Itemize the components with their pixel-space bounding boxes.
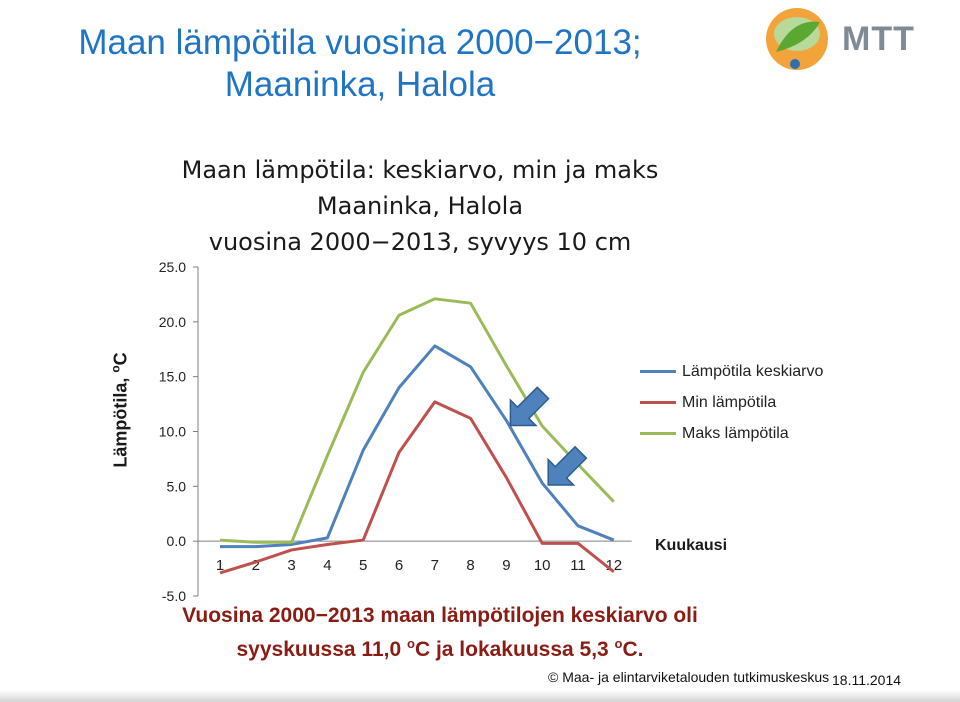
- legend-label-keskiarvo: Lämpötila keskiarvo: [682, 362, 824, 380]
- bottom-band: [0, 690, 960, 702]
- legend-swatch-min: [640, 401, 676, 404]
- legend-label-maks: Maks lämpötila: [682, 424, 789, 442]
- x-tick-label: 11: [570, 557, 586, 574]
- x-tick-label: 1: [216, 557, 224, 574]
- y-tick-label: 25.0: [159, 259, 186, 275]
- chart-title-line3: vuosina 2000−2013, syvyys 10 cm: [208, 228, 632, 256]
- series-line-2: [219, 400, 615, 575]
- legend-swatch-maks: [640, 432, 676, 435]
- x-tick-label: 6: [395, 557, 403, 574]
- x-tick-label: 10: [534, 557, 551, 574]
- chart-title: Maan lämpötila: keskiarvo, min ja maks M…: [160, 152, 680, 260]
- legend-item-maks: Maks lämpötila: [640, 418, 823, 449]
- y-tick-label: 10.0: [159, 424, 186, 440]
- legend: Lämpötila keskiarvo Min lämpötila Maks l…: [640, 356, 823, 449]
- x-tick-label: 7: [431, 557, 439, 574]
- slide-title: Maan lämpötila vuosina 2000−2013; Maanin…: [0, 22, 720, 106]
- x-tick-label: 9: [502, 557, 510, 574]
- legend-swatch-keskiarvo: [640, 370, 676, 373]
- chart-title-line1: Maan lämpötila: keskiarvo, min ja maks: [181, 156, 659, 184]
- logo-text: MTT: [842, 20, 915, 58]
- logo-leaf: [776, 21, 820, 52]
- legend-item-min: Min lämpötila: [640, 387, 823, 418]
- series-lines: [219, 297, 615, 575]
- summary-note: Vuosina 2000−2013 maan lämpötilojen kesk…: [150, 602, 730, 664]
- note-part2: C ja lokakuussa 5,3: [414, 638, 615, 661]
- y-tick-label: 0.0: [167, 533, 187, 549]
- footer-date: 18.11.2014: [832, 672, 902, 688]
- series-line-3: [219, 297, 615, 544]
- x-axis-label: Kuukausi: [655, 537, 728, 554]
- y-axis-label-sup: o: [108, 365, 123, 373]
- arrow-october: [547, 445, 588, 486]
- series-line-1: [220, 344, 615, 549]
- footer-copyright: © Maa- ja elintarviketalouden tutkimuske…: [548, 669, 830, 685]
- x-tick-label: 4: [323, 557, 331, 574]
- y-tick-label: -5.0: [162, 588, 186, 604]
- legend-item-keskiarvo: Lämpötila keskiarvo: [640, 356, 823, 387]
- x-tick-label: 8: [466, 557, 474, 574]
- y-tick-label: 15.0: [159, 369, 186, 385]
- y-axis: 25.0 20.0 15.0 10.0 5.0 0.0 -5.0: [159, 259, 199, 604]
- mtt-logo: MTT: [766, 8, 915, 70]
- x-tick-label: 5: [359, 557, 367, 574]
- y-tick-label: 20.0: [159, 314, 186, 330]
- y-axis-label-text: Lämpötila,: [110, 372, 131, 468]
- x-tick-label: 3: [287, 557, 295, 574]
- y-axis-label-unit: C: [110, 352, 131, 366]
- chart-title-line2: Maaninka, Halola: [316, 192, 524, 220]
- summary-note-line1: Vuosina 2000−2013 maan lämpötilojen kesk…: [182, 604, 698, 627]
- slide-title-line1: Maan lämpötila vuosina 2000−2013;: [78, 23, 642, 62]
- annotation-arrows: [509, 386, 588, 486]
- note-part3: C.: [622, 638, 644, 661]
- slide-title-line2: Maaninka, Halola: [224, 65, 496, 104]
- x-tick-label: 2: [252, 557, 260, 574]
- arrow-september: [509, 386, 550, 427]
- logo-blue-dot: [790, 59, 800, 69]
- y-axis-label: Lämpötila, oC: [109, 352, 132, 467]
- summary-note-line2: syyskuussa 11,0 oC ja lokakuussa 5,3 oC.: [150, 630, 730, 664]
- note-sup2: o: [614, 636, 623, 651]
- y-tick-label: 5.0: [167, 478, 187, 494]
- legend-label-min: Min lämpötila: [682, 393, 777, 411]
- note-sup1: o: [406, 636, 415, 651]
- note-part1: syyskuussa 11,0: [236, 638, 407, 661]
